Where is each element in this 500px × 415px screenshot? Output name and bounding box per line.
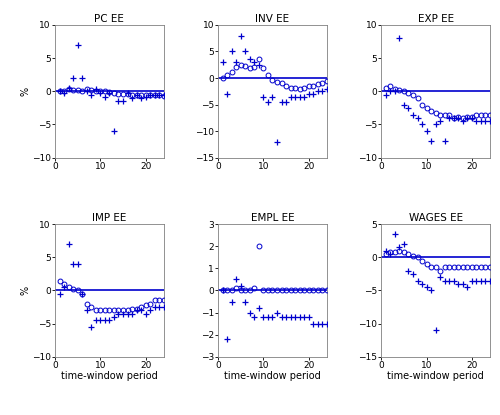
X-axis label: time-window period: time-window period (387, 371, 484, 381)
Title: EMPL EE: EMPL EE (250, 213, 294, 223)
Title: EXP EE: EXP EE (418, 14, 454, 24)
Title: INV EE: INV EE (256, 14, 290, 24)
Y-axis label: %: % (20, 87, 30, 96)
X-axis label: time-window period: time-window period (224, 371, 321, 381)
Title: WAGES EE: WAGES EE (408, 213, 463, 223)
X-axis label: time-window period: time-window period (61, 371, 158, 381)
Title: IMP EE: IMP EE (92, 213, 126, 223)
Title: PC EE: PC EE (94, 14, 124, 24)
Y-axis label: %: % (20, 286, 30, 295)
